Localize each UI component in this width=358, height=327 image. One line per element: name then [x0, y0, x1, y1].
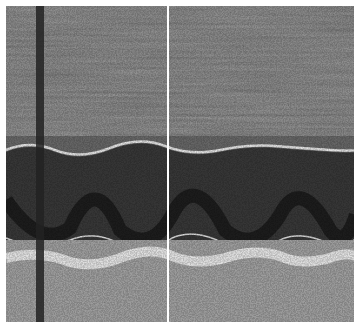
dark-bar	[36, 6, 44, 322]
page: M-mode scan {} html, body { margin: 0; p…	[0, 0, 358, 327]
scan-image	[0, 0, 358, 327]
speckle	[6, 6, 354, 322]
scan-area	[6, 6, 358, 322]
page-body: (() => { const data = JSON.parse(documen…	[0, 0, 358, 327]
cursor-line	[167, 6, 169, 322]
